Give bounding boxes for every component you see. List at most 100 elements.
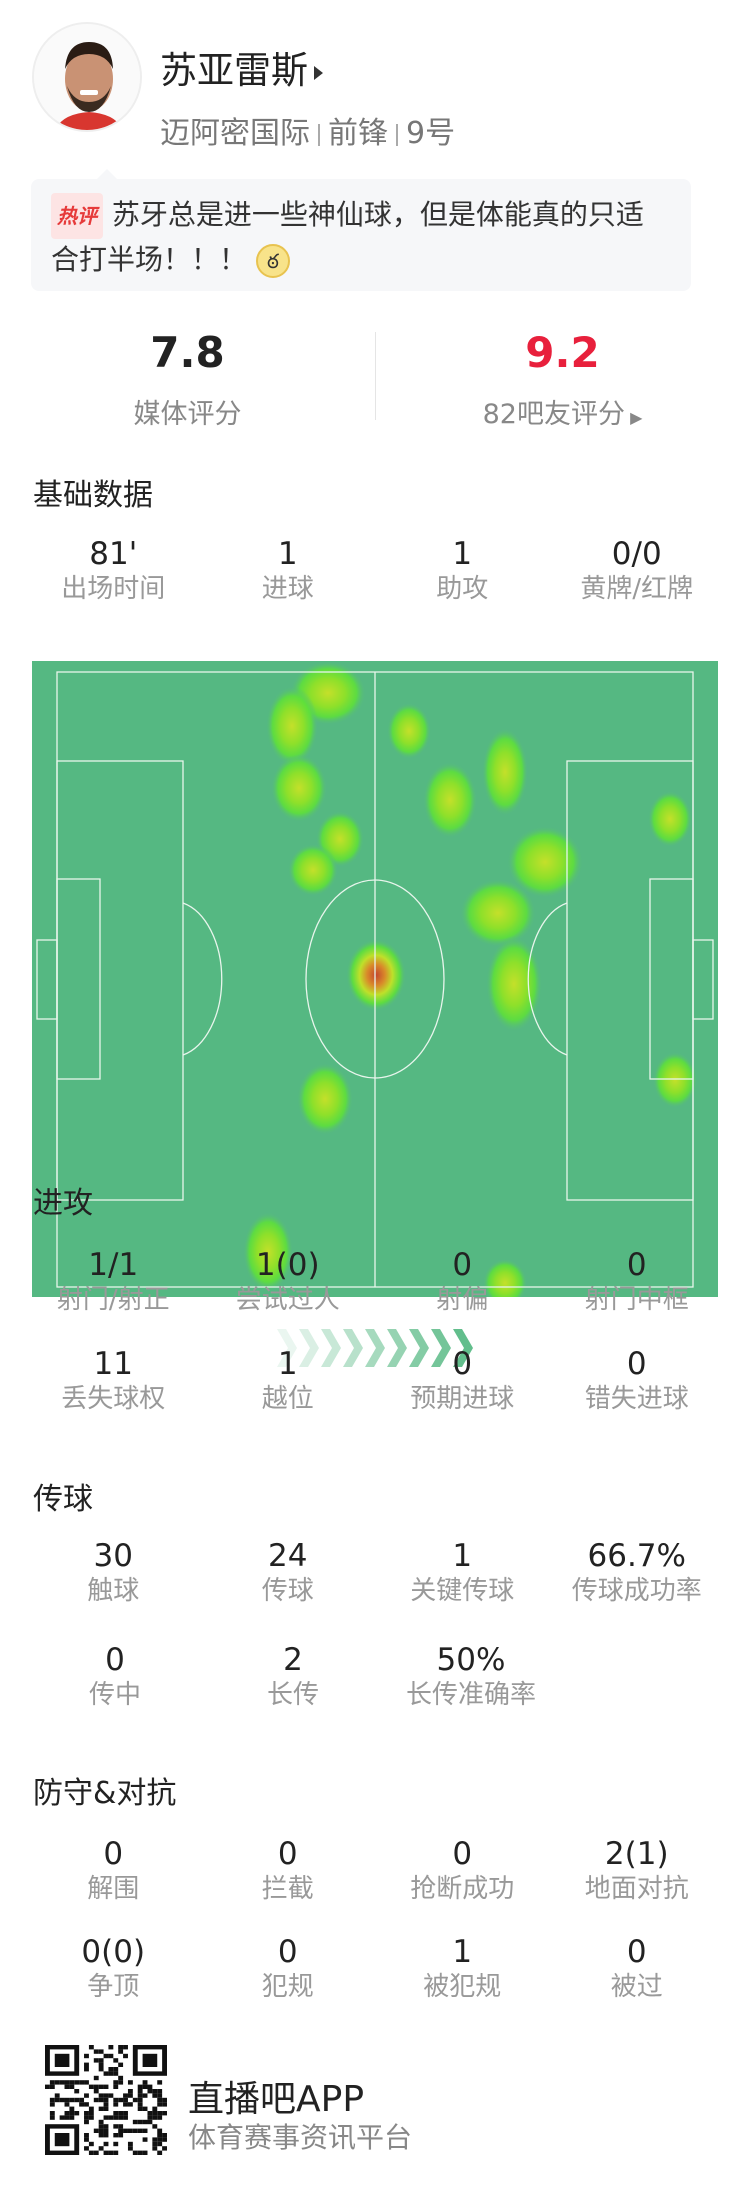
stat-label: 错失进球 xyxy=(584,1384,689,1414)
stat-value: 1 xyxy=(452,1538,473,1574)
player-photo xyxy=(34,24,140,130)
media-rating-label: 媒体评分 xyxy=(133,399,242,430)
stat-label: 被犯规 xyxy=(423,1972,502,2002)
stat-label: 触球 xyxy=(87,1576,140,1606)
chevron-right-icon xyxy=(365,1329,385,1367)
stat-label: 预期进球 xyxy=(410,1384,515,1414)
player-avatar[interactable] xyxy=(32,22,142,132)
stat-value: 1 xyxy=(452,1934,473,1970)
hot-comment[interactable]: 热评 苏牙总是进一些神仙球，但是体能真的只适合打半场！！！ ఠ xyxy=(31,169,691,291)
attack-stats-row: 11 丢失球权 1 越位 0 预期进球 0 错失进球 xyxy=(0,1346,750,1416)
media-rating: 7.8 媒体评分 xyxy=(0,328,375,431)
stat-label: 丢失球权 xyxy=(61,1384,166,1414)
stat-value: 66.7% xyxy=(587,1538,686,1574)
stat-cell: 0 错失进球 xyxy=(550,1346,725,1416)
fans-rating[interactable]: 9.2 82吧友评分 ▶ xyxy=(375,328,750,431)
stat-cell: 1 被犯规 xyxy=(375,1934,550,2004)
stat-value: 30 xyxy=(93,1538,133,1574)
heat-blob xyxy=(460,879,536,947)
position: 前锋 xyxy=(328,116,388,151)
stat-cell: 81' 出场时间 xyxy=(26,536,201,606)
stat-cell: 2(1) 地面对抗 xyxy=(550,1836,725,1906)
stat-label: 射门中框 xyxy=(584,1285,689,1315)
stat-value: 1/1 xyxy=(88,1247,139,1283)
stat-cell: 0 射偏 xyxy=(375,1247,550,1317)
stat-value: 0 xyxy=(626,1247,647,1283)
media-rating-value: 7.8 xyxy=(150,328,225,377)
stat-cell: 0 犯规 xyxy=(201,1934,376,2004)
stat-label: 射偏 xyxy=(436,1285,489,1315)
passing-stats-row: 30 触球 24 传球 1 关键传球 66.7% 传球成功率 xyxy=(0,1538,750,1608)
stat-value: 81' xyxy=(89,536,138,572)
stat-value: 0(0) xyxy=(81,1934,146,1970)
stat-value: 2(1) xyxy=(604,1836,669,1872)
stat-cell: 1 进球 xyxy=(201,536,376,606)
attack-stats-row: 1/1 射门/射正 1(0) 尝试过人 0 射偏 0 射门中框 xyxy=(0,1247,750,1317)
stat-cell: 0 拦截 xyxy=(201,1836,376,1906)
stat-label: 长传 xyxy=(266,1680,319,1710)
heat-blob xyxy=(482,728,528,816)
section-title-defense: 防守&对抗 xyxy=(33,1776,177,1811)
stat-label: 尝试过人 xyxy=(235,1285,340,1315)
stat-cell: 0 解围 xyxy=(26,1836,201,1906)
stat-cell: 0/0 黄牌/红牌 xyxy=(550,536,725,606)
stat-cell: 1/1 射门/射正 xyxy=(26,1247,201,1317)
player-name-link[interactable]: 苏亚雷斯 xyxy=(160,40,323,94)
stat-label: 地面对抗 xyxy=(584,1874,689,1904)
pitch-lines xyxy=(36,671,714,1288)
stat-label: 被过 xyxy=(610,1972,663,2002)
stat-value: 0 xyxy=(105,1642,125,1678)
chevron-right-icon xyxy=(299,1329,319,1367)
stat-cell: 0 被过 xyxy=(550,1934,725,2004)
heat-blob xyxy=(653,1052,697,1108)
chevron-right-icon xyxy=(321,1329,341,1367)
stat-cell: 1 助攻 xyxy=(375,536,550,606)
cat-face-emoji-icon: ఠ xyxy=(255,244,290,278)
passing-stats-row: 0 传中 2 长传 50% 长传准确率 xyxy=(0,1642,750,1712)
stat-cell: 1(0) 尝试过人 xyxy=(201,1247,376,1317)
stat-label: 拦截 xyxy=(261,1874,314,1904)
stat-value: 0 xyxy=(452,1836,473,1872)
qr-code[interactable] xyxy=(45,2045,167,2155)
defense-stats-row: 0(0) 争顶 0 犯规 1 被犯规 0 被过 xyxy=(0,1934,750,2004)
stat-cell: 66.7% 传球成功率 xyxy=(550,1538,725,1608)
stat-value: 0 xyxy=(626,1346,647,1382)
stat-value: 1 xyxy=(277,536,298,572)
player-name: 苏亚雷斯 xyxy=(160,49,308,92)
stat-label: 助攻 xyxy=(436,574,489,604)
stat-label: 争顶 xyxy=(87,1972,140,2002)
stat-label: 长传准确率 xyxy=(405,1680,536,1710)
stat-label: 进球 xyxy=(261,574,314,604)
attack-direction-arrows xyxy=(277,1329,473,1367)
stat-value: 0 xyxy=(452,1247,473,1283)
section-title-passing: 传球 xyxy=(33,1482,93,1517)
defense-stats-row: 0 解围 0 拦截 0 抢断成功 2(1) 地面对抗 xyxy=(0,1836,750,1906)
stat-label: 越位 xyxy=(261,1384,314,1414)
player-meta: 迈阿密国际 前锋 9号 xyxy=(160,108,455,152)
app-name: 直播吧APP xyxy=(188,2079,365,2120)
stat-cell: 0(0) 争顶 xyxy=(26,1934,201,2004)
stat-label: 犯规 xyxy=(261,1972,314,2002)
stat-label: 关键传球 xyxy=(410,1576,515,1606)
ratings-divider xyxy=(375,332,376,420)
heat-blob xyxy=(387,703,431,759)
shirt-number: 9号 xyxy=(406,116,456,151)
heat-blob xyxy=(297,1063,353,1135)
section-title-basic: 基础数据 xyxy=(33,478,153,513)
chevron-right-icon xyxy=(387,1329,407,1367)
chevron-right-icon xyxy=(343,1329,363,1367)
stat-value: 2 xyxy=(283,1642,303,1678)
stat-cell: 2 长传 xyxy=(204,1642,382,1712)
stat-label: 出场时间 xyxy=(61,574,166,604)
stat-value: 0 xyxy=(277,1934,298,1970)
heat-blob xyxy=(288,844,338,896)
stat-value: 1(0) xyxy=(255,1247,320,1283)
stat-cell: 0 抢断成功 xyxy=(375,1836,550,1906)
divider xyxy=(318,123,320,146)
heatmap-pitch xyxy=(32,661,718,1297)
stat-label: 传球 xyxy=(261,1576,314,1606)
fans-rating-label: 82吧友评分 xyxy=(482,399,625,430)
stat-value: 11 xyxy=(93,1346,133,1382)
hot-badge: 热评 xyxy=(51,193,103,239)
stat-cell: 0 预期进球 xyxy=(375,1346,550,1416)
